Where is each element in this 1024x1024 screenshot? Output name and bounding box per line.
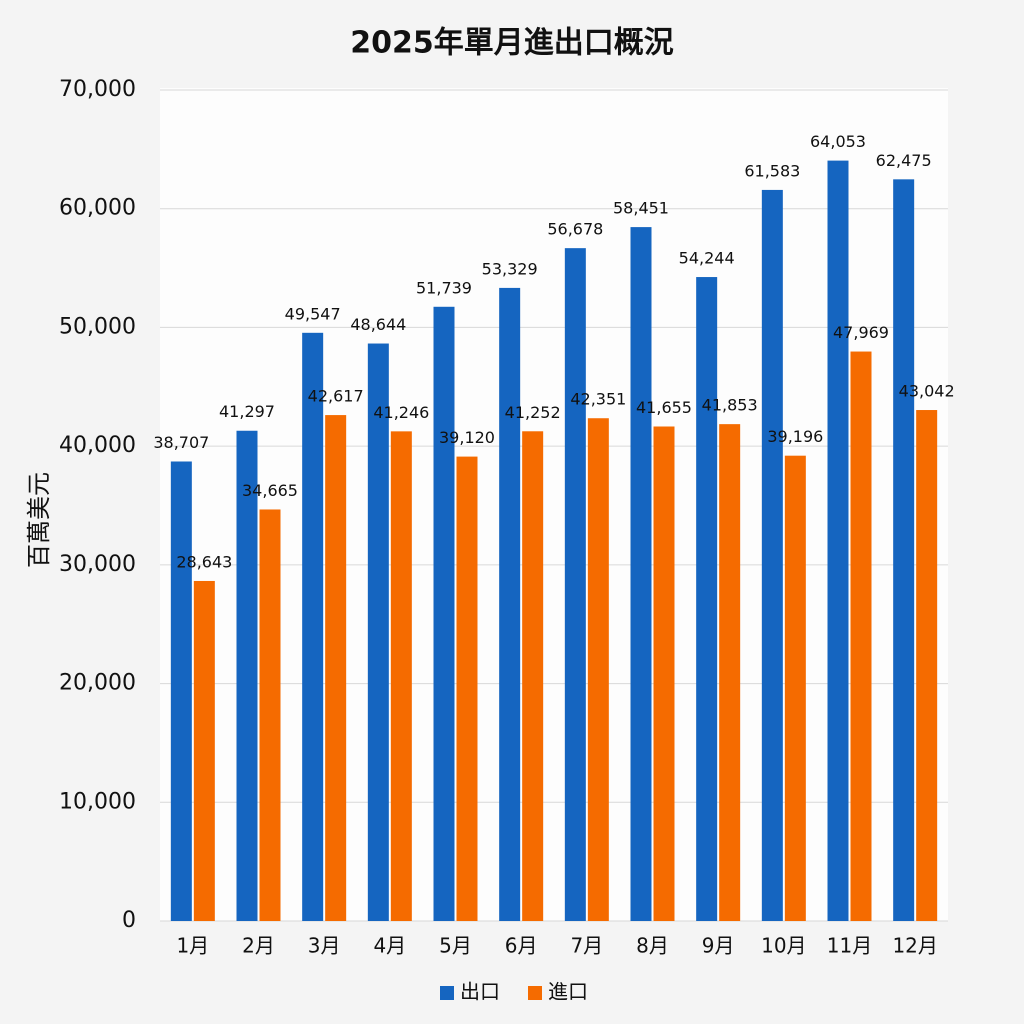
bar bbox=[390, 431, 412, 921]
x-tick-label: 3月 bbox=[308, 934, 341, 958]
value-label: 48,644 bbox=[350, 315, 406, 334]
value-label: 39,120 bbox=[439, 428, 495, 447]
value-label: 41,655 bbox=[636, 398, 692, 417]
y-tick-label: 30,000 bbox=[59, 552, 136, 577]
bar bbox=[170, 461, 192, 921]
value-label: 62,475 bbox=[876, 151, 932, 170]
bar bbox=[193, 580, 215, 921]
value-label: 49,547 bbox=[285, 304, 341, 323]
bar bbox=[325, 415, 347, 921]
value-label: 42,351 bbox=[570, 390, 626, 409]
bar bbox=[522, 431, 544, 921]
bar bbox=[719, 424, 741, 921]
value-label: 64,053 bbox=[810, 132, 866, 151]
bar bbox=[827, 160, 849, 922]
plot-area bbox=[160, 88, 948, 921]
legend-label: 進口 bbox=[548, 980, 588, 1004]
value-label: 61,583 bbox=[744, 161, 800, 180]
x-tick-label: 1月 bbox=[176, 934, 209, 958]
x-tick-label: 2月 bbox=[242, 934, 275, 958]
bar bbox=[587, 418, 609, 921]
value-label: 41,246 bbox=[373, 403, 429, 422]
bar bbox=[696, 277, 718, 921]
bar bbox=[784, 455, 806, 921]
value-label: 56,678 bbox=[547, 220, 603, 239]
x-tick-label: 11月 bbox=[827, 934, 872, 958]
y-tick-label: 0 bbox=[122, 908, 136, 933]
legend-swatch bbox=[440, 986, 454, 1000]
value-label: 38,707 bbox=[153, 433, 209, 452]
bar bbox=[564, 248, 586, 921]
bar bbox=[302, 332, 324, 921]
y-axis-label: 百萬美元 bbox=[25, 472, 53, 568]
y-tick-label: 10,000 bbox=[59, 789, 136, 814]
x-tick-label: 7月 bbox=[570, 934, 603, 958]
value-label: 42,617 bbox=[308, 387, 364, 406]
bar bbox=[761, 189, 783, 921]
bar bbox=[259, 509, 281, 921]
x-tick-label: 8月 bbox=[636, 934, 669, 958]
value-label: 43,042 bbox=[899, 382, 955, 401]
value-label: 34,665 bbox=[242, 481, 298, 500]
value-label: 53,329 bbox=[482, 259, 538, 278]
value-label: 47,969 bbox=[833, 323, 889, 342]
bar bbox=[653, 426, 675, 921]
bar bbox=[850, 351, 872, 921]
y-tick-label: 70,000 bbox=[59, 77, 136, 102]
bar bbox=[236, 430, 258, 921]
x-tick-label: 6月 bbox=[505, 934, 538, 958]
value-label: 28,643 bbox=[176, 552, 232, 571]
y-tick-label: 40,000 bbox=[59, 433, 136, 458]
x-tick-label: 10月 bbox=[761, 934, 806, 958]
bar bbox=[456, 456, 478, 921]
value-label: 58,451 bbox=[613, 199, 669, 218]
bar bbox=[433, 306, 455, 921]
value-label: 51,739 bbox=[416, 278, 472, 297]
value-label: 39,196 bbox=[767, 427, 823, 446]
value-label: 41,297 bbox=[219, 402, 275, 421]
y-tick-label: 60,000 bbox=[59, 196, 136, 221]
x-tick-label: 5月 bbox=[439, 934, 472, 958]
bar bbox=[630, 227, 652, 921]
chart-title: 2025年單月進出口概況 bbox=[350, 26, 674, 61]
value-label: 41,252 bbox=[505, 403, 561, 422]
x-tick-label: 12月 bbox=[892, 934, 937, 958]
legend-label: 出口 bbox=[460, 980, 500, 1004]
x-tick-label: 4月 bbox=[373, 934, 406, 958]
y-tick-label: 50,000 bbox=[59, 314, 136, 339]
x-tick-label: 9月 bbox=[702, 934, 735, 958]
value-label: 54,244 bbox=[679, 249, 735, 268]
y-tick-label: 20,000 bbox=[59, 671, 136, 696]
bar bbox=[916, 410, 938, 921]
legend-swatch bbox=[528, 986, 542, 1000]
bar bbox=[893, 179, 915, 921]
bar bbox=[367, 343, 389, 921]
bar bbox=[499, 287, 521, 922]
value-label: 41,853 bbox=[702, 396, 758, 415]
